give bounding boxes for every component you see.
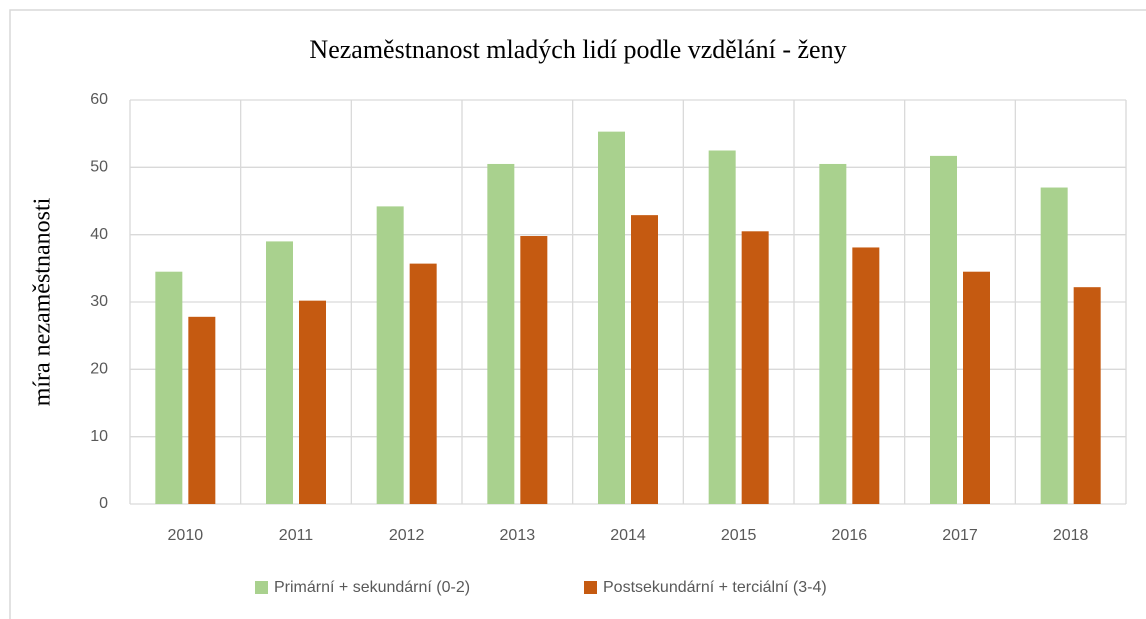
bar: [741, 231, 769, 505]
x-tick-label: 2015: [721, 527, 757, 544]
bar: [1073, 287, 1101, 504]
x-tick-label: 2016: [832, 527, 868, 544]
x-tick-label: 2018: [1053, 527, 1089, 544]
bar: [930, 155, 957, 505]
bar: [852, 247, 880, 504]
y-axis-label: míra nezaměstnanosti: [30, 197, 56, 406]
bar: [708, 150, 736, 504]
x-tick-label: 2010: [168, 527, 204, 544]
bar: [631, 215, 658, 504]
bar: [963, 271, 990, 504]
y-tick-label: 30: [90, 293, 108, 310]
bar: [1040, 187, 1068, 505]
x-tick-label: 2011: [279, 527, 314, 544]
bar: [598, 131, 625, 504]
bar: [299, 300, 326, 504]
y-tick-label: 0: [99, 495, 108, 512]
bar: [487, 163, 515, 504]
legend-label: Primární + sekundární (0-2): [274, 579, 470, 596]
x-tick-label: 2012: [389, 527, 425, 544]
bar: [155, 271, 183, 504]
chart-title: Nezaměstnanost mladých lidí podle vzdělá…: [309, 35, 846, 64]
bar: [409, 263, 437, 504]
y-tick-label: 50: [90, 159, 108, 176]
bar: [819, 163, 847, 504]
y-tick-label: 40: [90, 226, 108, 243]
y-tick-label: 60: [90, 91, 108, 108]
legend-swatch: [255, 581, 268, 594]
bar: [188, 316, 216, 504]
legend-label: Postsekundární + terciální (3-4): [603, 579, 827, 596]
x-tick-label: 2014: [610, 527, 646, 544]
frame: [9, 9, 1146, 619]
x-tick-label: 2013: [500, 527, 536, 544]
y-tick-label: 10: [90, 428, 108, 445]
bar: [266, 241, 293, 504]
x-tick-label: 2017: [942, 527, 978, 544]
bar: [520, 236, 548, 504]
bar: [376, 206, 404, 505]
y-tick-label: 20: [90, 361, 108, 378]
legend-swatch: [584, 581, 597, 594]
